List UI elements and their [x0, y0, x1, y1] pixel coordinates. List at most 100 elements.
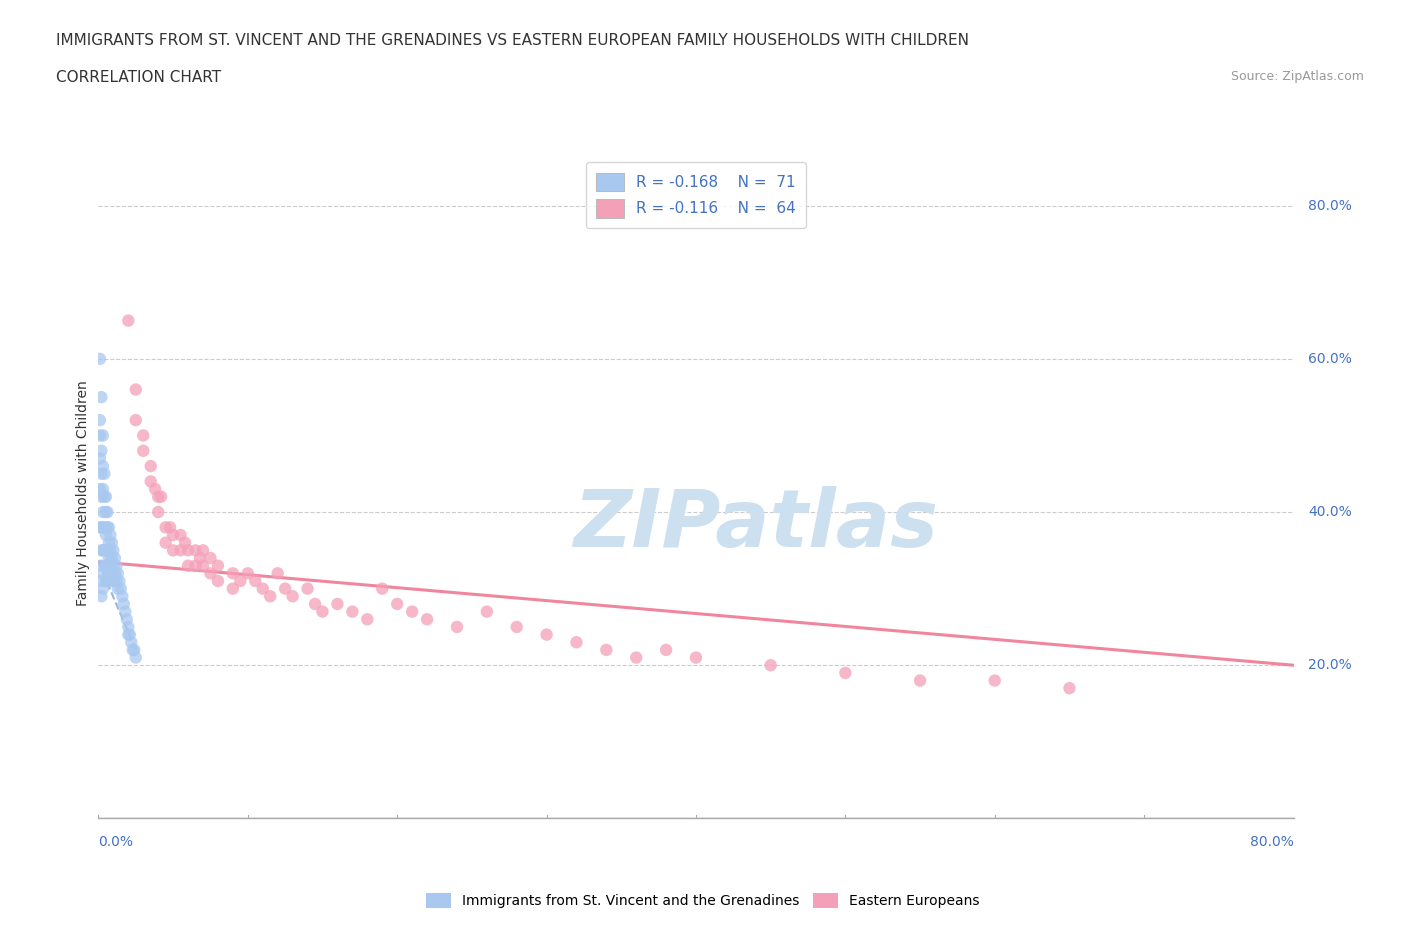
- Point: [101, 565, 124, 580]
- Point: [200, 551, 222, 565]
- Point: [114, 604, 136, 619]
- Point: [103, 558, 125, 573]
- Point: [162, 527, 184, 542]
- Point: [177, 543, 200, 558]
- Point: [595, 643, 617, 658]
- Point: [207, 558, 229, 573]
- Point: [117, 313, 139, 328]
- Point: [91, 428, 114, 443]
- Point: [371, 581, 394, 596]
- Point: [222, 565, 245, 580]
- Text: IMMIGRANTS FROM ST. VINCENT AND THE GRENADINES VS EASTERN EUROPEAN FAMILY HOUSEH: IMMIGRANTS FROM ST. VINCENT AND THE GREN…: [56, 33, 969, 47]
- Point: [267, 565, 290, 580]
- Text: 80.0%: 80.0%: [1250, 834, 1294, 849]
- Point: [105, 574, 128, 589]
- Point: [89, 352, 111, 366]
- Text: 60.0%: 60.0%: [1308, 352, 1351, 365]
- Point: [342, 604, 364, 619]
- Point: [98, 543, 122, 558]
- Point: [90, 558, 112, 573]
- Point: [107, 581, 129, 596]
- Point: [416, 612, 439, 627]
- Point: [90, 543, 112, 558]
- Point: [506, 619, 529, 634]
- Point: [89, 428, 111, 443]
- Point: [91, 458, 114, 473]
- Point: [191, 558, 214, 573]
- Point: [159, 520, 181, 535]
- Text: 20.0%: 20.0%: [1308, 658, 1351, 672]
- Point: [93, 543, 115, 558]
- Text: 40.0%: 40.0%: [1308, 505, 1351, 519]
- Point: [252, 581, 274, 596]
- Point: [125, 382, 148, 397]
- Point: [96, 543, 118, 558]
- Point: [229, 574, 252, 589]
- Point: [93, 489, 115, 504]
- Point: [112, 596, 135, 611]
- Point: [759, 658, 782, 672]
- Point: [685, 650, 707, 665]
- Point: [94, 505, 117, 520]
- Point: [125, 650, 148, 665]
- Point: [91, 520, 114, 535]
- Point: [155, 536, 177, 551]
- Point: [90, 466, 112, 481]
- Point: [96, 505, 118, 520]
- Point: [96, 558, 118, 573]
- Point: [97, 520, 120, 535]
- Point: [191, 543, 214, 558]
- Point: [111, 589, 134, 604]
- Point: [117, 619, 139, 634]
- Point: [105, 558, 128, 573]
- Point: [101, 536, 124, 551]
- Point: [132, 444, 155, 458]
- Point: [107, 565, 129, 580]
- Point: [98, 574, 122, 589]
- Point: [177, 558, 200, 573]
- Point: [115, 612, 138, 627]
- Point: [90, 444, 112, 458]
- Point: [184, 558, 207, 573]
- Point: [103, 543, 125, 558]
- Text: Source: ZipAtlas.com: Source: ZipAtlas.com: [1230, 70, 1364, 83]
- Point: [143, 482, 166, 497]
- Point: [90, 390, 112, 405]
- Point: [97, 536, 120, 551]
- Point: [91, 543, 114, 558]
- Y-axis label: Family Households with Children: Family Households with Children: [76, 380, 90, 605]
- Point: [98, 558, 122, 573]
- Point: [103, 574, 125, 589]
- Legend: Immigrants from St. Vincent and the Grenadines, Eastern Europeans: Immigrants from St. Vincent and the Gren…: [420, 888, 986, 914]
- Point: [245, 574, 267, 589]
- Point: [222, 581, 245, 596]
- Point: [200, 565, 222, 580]
- Point: [326, 596, 349, 611]
- Point: [475, 604, 498, 619]
- Point: [188, 551, 211, 565]
- Point: [104, 551, 127, 565]
- Point: [304, 596, 326, 611]
- Point: [97, 565, 120, 580]
- Point: [311, 604, 333, 619]
- Point: [91, 482, 114, 497]
- Point: [89, 482, 111, 497]
- Point: [93, 466, 115, 481]
- Point: [97, 551, 120, 565]
- Legend: R = -0.168    N =  71, R = -0.116    N =  64: R = -0.168 N = 71, R = -0.116 N = 64: [585, 162, 807, 229]
- Point: [94, 489, 117, 504]
- Point: [281, 589, 304, 604]
- Point: [983, 673, 1005, 688]
- Point: [117, 627, 139, 642]
- Point: [356, 612, 378, 627]
- Point: [90, 589, 112, 604]
- Point: [169, 543, 191, 558]
- Point: [536, 627, 558, 642]
- Point: [174, 536, 197, 551]
- Text: ZIPatlas: ZIPatlas: [574, 486, 938, 565]
- Point: [91, 565, 114, 580]
- Point: [655, 643, 678, 658]
- Point: [148, 489, 170, 504]
- Point: [1059, 681, 1081, 696]
- Point: [110, 581, 132, 596]
